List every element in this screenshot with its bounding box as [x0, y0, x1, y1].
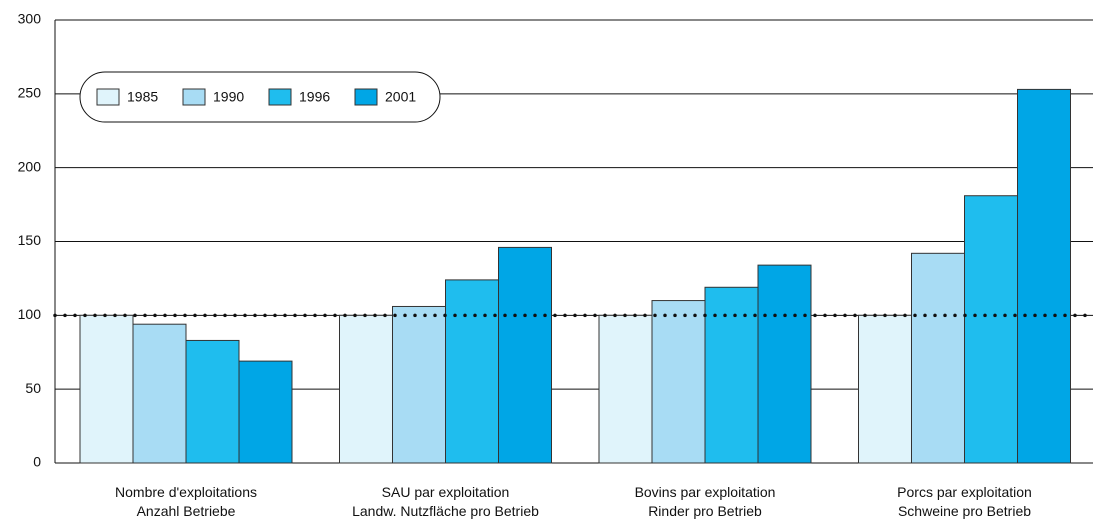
bar [339, 314, 393, 464]
x-tick-label-line: Porcs par exploitation [897, 484, 1032, 500]
legend-box [79, 71, 441, 123]
legend-label: 2001 [385, 89, 416, 105]
legend-label: 1996 [299, 89, 330, 105]
bar [132, 323, 187, 464]
x-tick-label: Nombre d'exploitations Anzahl Betriebe [115, 484, 257, 519]
y-tick-label: 200 [18, 158, 42, 174]
x-tick-label: SAU par exploitation Landw. Nutzfläche pr… [352, 484, 539, 519]
bar [185, 339, 240, 464]
x-tick-label-line: Bovins par exploitation [635, 484, 776, 500]
x-tick-label: Bovins par exploitation Rinder pro Betrie… [635, 484, 776, 519]
x-tick-label-line: Rinder pro Betrieb [648, 503, 762, 519]
bar [911, 252, 965, 464]
x-tick-label-line: Schweine pro Betrieb [898, 503, 1031, 519]
bar [651, 300, 706, 464]
legend-swatch [182, 88, 206, 106]
x-tick-label: Porcs par exploitation Schweine pro Betri… [897, 484, 1032, 519]
y-tick-label: 0 [33, 454, 41, 470]
bar [964, 195, 1018, 464]
x-tick-label-line: Landw. Nutzfläche pro Betrieb [352, 503, 539, 519]
y-tick-label: 150 [18, 232, 42, 248]
legend-label: 1990 [213, 89, 244, 105]
x-tick-label-line: SAU par exploitation [382, 484, 510, 500]
legend-swatch [354, 88, 378, 106]
x-tick-label-line: Nombre d'exploitations [115, 484, 257, 500]
legend-label: 1985 [127, 89, 158, 105]
bar [598, 314, 653, 464]
y-tick-label: 300 [18, 11, 42, 27]
bar [498, 246, 552, 464]
bar [79, 314, 134, 464]
bar [858, 314, 912, 464]
y-tick-label: 50 [25, 380, 41, 396]
bar [392, 305, 446, 464]
bar [445, 279, 499, 464]
legend-swatch [268, 88, 292, 106]
y-tick-label: 250 [18, 85, 42, 101]
bar [704, 286, 759, 464]
y-tick-label: 100 [18, 306, 42, 322]
bar [1017, 88, 1071, 464]
bar [757, 264, 812, 464]
bar [238, 360, 293, 464]
x-tick-label-line: Anzahl Betriebe [137, 503, 236, 519]
legend-swatch [96, 88, 120, 106]
